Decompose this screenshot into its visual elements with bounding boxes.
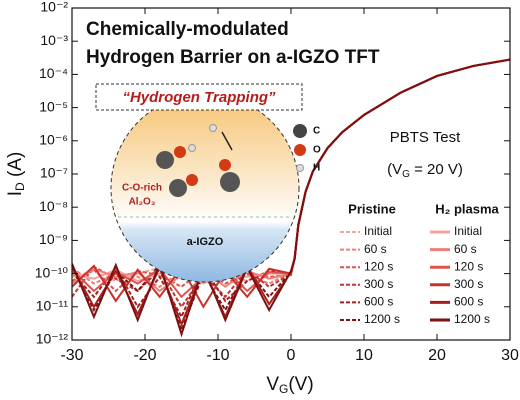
legend-label: 60 s <box>364 242 387 256</box>
inset-label: Al₂O₃ <box>129 197 156 208</box>
legend-label: 300 s <box>364 277 393 291</box>
legend-label: 600 s <box>364 295 393 309</box>
legend-atom <box>296 164 304 172</box>
y-tick-label: 10⁻³ <box>40 32 68 48</box>
x-tick-label: -20 <box>133 347 156 364</box>
atom <box>169 179 187 197</box>
inset-label: O <box>313 145 321 156</box>
inset-label: C-O-rich <box>122 183 162 194</box>
inset: C O H C-O-rich Al₂O₃ a-IGZO <box>110 93 321 283</box>
atom <box>156 151 174 169</box>
x-tick-label: -10 <box>206 347 229 364</box>
y-tick-label: 10⁻⁷ <box>40 165 68 181</box>
legend-label: Initial <box>454 224 482 238</box>
x-axis-label: VG(V) <box>266 374 313 396</box>
legend-atom <box>293 124 307 138</box>
legend-label: 300 s <box>454 277 483 291</box>
chart-title: Hydrogen Barrier on a-IGZO TFT <box>86 47 380 68</box>
x-tick-label: 20 <box>428 347 446 364</box>
y-tick-label: 10⁻¹⁰ <box>35 264 69 280</box>
chart-title: Chemically-modulated <box>86 19 289 40</box>
atom <box>219 159 231 171</box>
arrow <box>221 131 233 151</box>
annotation: “Hydrogen Trapping” <box>122 89 276 106</box>
legend-label: 1200 s <box>364 312 400 326</box>
y-tick-label: 10⁻¹¹ <box>36 298 69 314</box>
legend-title: H₂ plasma <box>435 201 499 216</box>
y-axis-label: ID (A) <box>5 152 27 197</box>
condition-label: (VG = 20 V) <box>387 161 463 180</box>
legend-label: 1200 s <box>454 312 490 326</box>
legend-label: 120 s <box>364 259 393 273</box>
inset-label: H <box>313 163 320 174</box>
legend-label: 60 s <box>454 242 477 256</box>
atom <box>220 172 240 192</box>
inset-label: C <box>313 126 320 137</box>
legend-label: 120 s <box>454 259 483 273</box>
y-tick-label: 10⁻⁹ <box>39 231 68 247</box>
data-line <box>72 58 510 338</box>
y-tick-label: 10⁻⁶ <box>39 132 68 148</box>
atom <box>174 146 186 158</box>
atom <box>186 174 198 186</box>
legend-label: 600 s <box>454 295 483 309</box>
x-tick-label: -30 <box>60 347 83 364</box>
y-tick-label: 10⁻⁴ <box>39 65 68 81</box>
y-tick-label: 10⁻¹² <box>36 331 69 347</box>
atom <box>188 144 196 152</box>
legend-label: Initial <box>364 224 392 238</box>
y-tick-label: 10⁻² <box>40 0 68 15</box>
atom <box>209 124 217 132</box>
test-label: PBTS Test <box>390 129 461 146</box>
x-tick-label: 30 <box>501 347 519 364</box>
x-tick-label: 10 <box>355 347 373 364</box>
inset-label: a-IGZO <box>187 236 224 248</box>
x-tick-label: 0 <box>287 347 296 364</box>
plot-lines <box>72 58 510 338</box>
legend-atom <box>294 144 306 156</box>
y-tick-label: 10⁻⁸ <box>39 198 68 214</box>
y-tick-label: 10⁻⁵ <box>39 98 68 114</box>
legend-title: Pristine <box>348 201 396 216</box>
annotation-box <box>95 83 303 111</box>
plot-frame <box>71 7 511 341</box>
